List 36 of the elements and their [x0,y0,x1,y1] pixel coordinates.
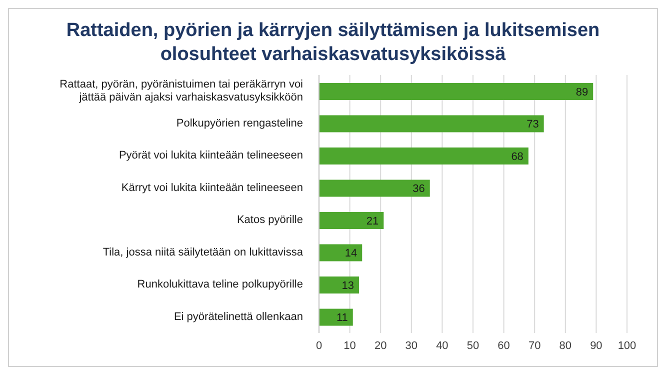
bar [319,115,544,132]
x-tick-label: 0 [316,340,322,352]
data-label: 73 [526,118,539,131]
x-tick-label: 20 [374,340,387,352]
data-label: 21 [366,215,379,228]
bar [319,180,430,197]
y-tick-label: Kärryt voi lukita kiinteään telineeseen [121,182,303,194]
data-label: 11 [336,312,348,324]
bar [319,308,353,326]
bar [319,244,362,262]
data-label: 14 [344,248,358,260]
y-tick-label: Tila, jossa niitä säilytetään on lukittavissa [102,246,304,258]
bar [319,212,384,229]
x-tick-label: 70 [528,340,541,352]
y-tick-label: Ei pyörätelinettä ollenkaan [174,310,303,323]
x-tick-label: 60 [498,340,510,352]
y-tick-label: Runkolukittava teline polkupyörille [137,278,303,291]
bar [319,276,360,294]
x-tick-label: 30 [405,340,418,352]
x-tick-label: 40 [436,340,448,352]
bar [319,83,594,100]
x-tick-label: 100 [618,340,636,352]
data-label: 68 [511,150,524,163]
y-tick-label: Katos pyörille [236,214,303,226]
x-tick-label: 10 [344,340,356,352]
x-tick-label: 90 [590,340,602,352]
data-label: 13 [342,280,354,292]
y-tick-label: Polkupyörien rengasteline [176,117,303,130]
x-tick-label: 80 [559,340,572,352]
y-tick-label: Rattaat, pyörän, pyöränistuimen tai peräkärryn voi jättää päivän ajaksi varhaiskasvatusyksikköön [60,78,303,104]
bar [319,148,528,164]
y-tick-label: Pyörät voi lukita kiinteään telineeseen [118,150,303,162]
x-tick-label: 50 [466,340,480,352]
data-label: 36 [412,183,425,196]
data-label: 89 [576,86,588,98]
chart-title: Rattaiden, pyörien ja kärryjen säilyttämisen ja lukitsemisen olosuhteet varhaiskasvatusyksiköissä [65,19,601,67]
